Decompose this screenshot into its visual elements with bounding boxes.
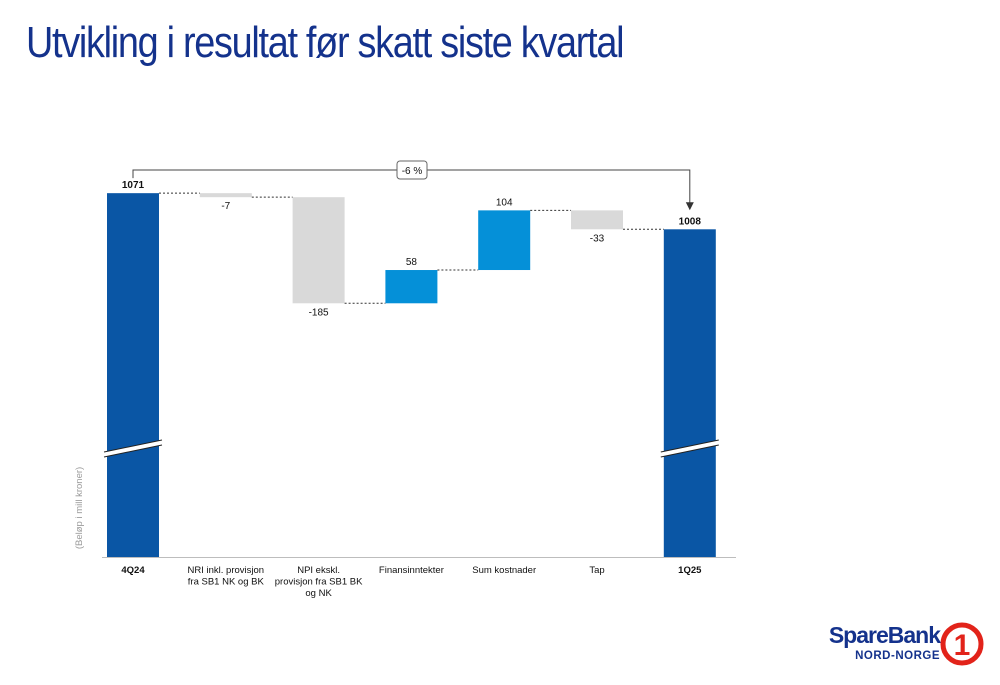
value-label-1: -7 xyxy=(221,201,230,212)
axis-break-line-6 xyxy=(660,439,719,453)
category-label-2: provisjon fra SB1 BK xyxy=(275,577,363,588)
bar-5 xyxy=(571,210,623,230)
category-label-1: NRI inkl. provisjon xyxy=(188,565,265,576)
value-label-4: 104 xyxy=(496,197,513,208)
axis-break-gap-0 xyxy=(104,440,162,457)
logo-subtitle: NORD-NORGE xyxy=(855,650,940,662)
change-annotation-box xyxy=(396,160,428,180)
category-label-5: Tap xyxy=(589,565,604,576)
y-axis-label: (Beløp i mill kroner) xyxy=(74,467,85,549)
bar-4 xyxy=(478,210,531,271)
bar-1 xyxy=(199,193,252,198)
axis-break-line-0 xyxy=(103,439,163,453)
sparebank-logo: SpareBank NORD-NORGE 1 xyxy=(829,620,986,670)
logo-mark-text: 1 xyxy=(954,629,971,662)
category-label-2: NPI ekskl. xyxy=(297,565,340,576)
category-label-1: fra SB1 NK og BK xyxy=(188,577,265,588)
axis-break-gap-6 xyxy=(660,440,719,457)
page-title: Utvikling i resultat før skatt siste kva… xyxy=(26,18,624,67)
category-label-2: og NK xyxy=(305,588,332,599)
axis-break-line-6 xyxy=(660,444,719,458)
change-annotation-label: -6 % xyxy=(402,166,423,177)
value-label-6: 1008 xyxy=(679,216,702,227)
logo-name: SpareBank xyxy=(828,622,941,648)
value-label-5: -33 xyxy=(590,233,605,244)
value-label-2: -185 xyxy=(309,307,329,318)
bar-2 xyxy=(292,197,345,304)
value-label-3: 58 xyxy=(406,257,418,268)
bar-0 xyxy=(107,193,159,557)
axis-break-line-0 xyxy=(103,444,163,458)
change-arrow-icon xyxy=(685,202,694,211)
logo-one-icon: 1 xyxy=(940,622,984,666)
category-label-6: 1Q25 xyxy=(678,565,702,576)
bar-3 xyxy=(385,270,438,304)
bar-6 xyxy=(663,229,716,558)
category-label-3: Finansinntekter xyxy=(379,565,444,576)
category-label-4: Sum kostnader xyxy=(472,565,536,576)
category-label-0: 4Q24 xyxy=(121,565,145,576)
value-label-0: 1071 xyxy=(122,180,145,191)
